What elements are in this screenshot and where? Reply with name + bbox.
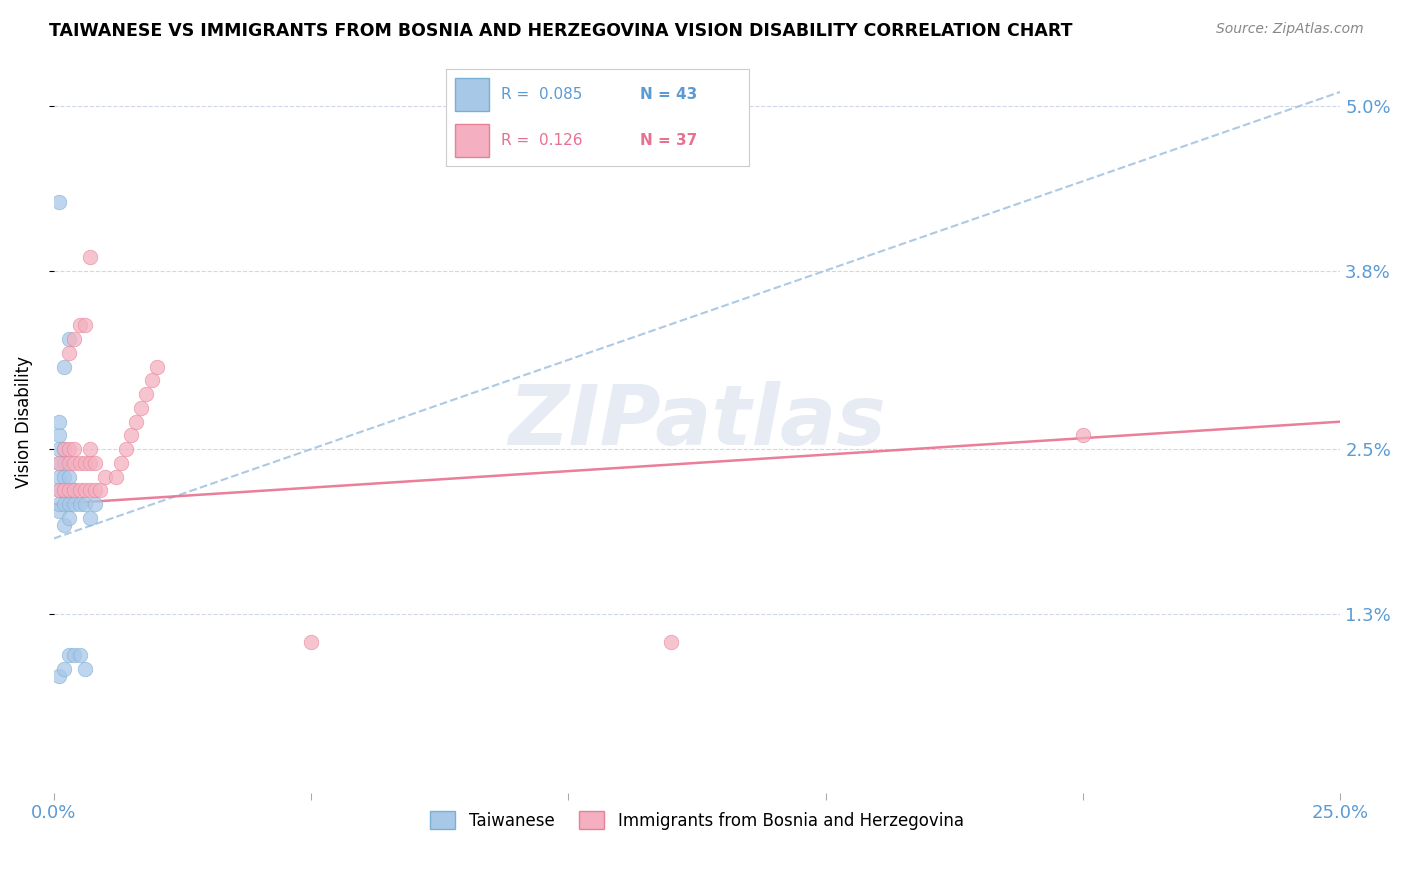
Point	[58, 648, 80, 663]
Point	[73, 483, 96, 498]
Point	[58, 456, 80, 470]
Text: ZIPatlas: ZIPatlas	[508, 381, 886, 462]
Point	[48, 456, 70, 470]
Point	[73, 318, 96, 333]
Point	[48, 483, 70, 498]
Point	[94, 469, 117, 483]
Point	[53, 469, 76, 483]
Point	[53, 456, 76, 470]
Point	[48, 669, 70, 683]
Point	[48, 504, 70, 518]
Point	[120, 428, 142, 442]
Point	[53, 497, 76, 511]
Point	[63, 648, 86, 663]
Legend: Taiwanese, Immigrants from Bosnia and Herzegovina: Taiwanese, Immigrants from Bosnia and He…	[423, 805, 970, 837]
Point	[53, 517, 76, 532]
Point	[135, 387, 157, 401]
Point	[63, 497, 86, 511]
Point	[48, 428, 70, 442]
Point	[58, 483, 80, 498]
Point	[53, 483, 76, 498]
Point	[145, 359, 167, 374]
Point	[131, 401, 153, 415]
Point	[53, 442, 76, 457]
Point	[63, 332, 86, 346]
Text: TAIWANESE VS IMMIGRANTS FROM BOSNIA AND HERZEGOVINA VISION DISABILITY CORRELATIO: TAIWANESE VS IMMIGRANTS FROM BOSNIA AND …	[49, 22, 1073, 40]
Point	[53, 662, 76, 676]
Point	[69, 497, 91, 511]
Point	[84, 497, 107, 511]
Point	[104, 469, 127, 483]
Point	[79, 511, 101, 525]
Point	[63, 442, 86, 457]
Point	[69, 483, 91, 498]
Point	[48, 442, 70, 457]
Point	[69, 648, 91, 663]
Point	[79, 442, 101, 457]
Point	[58, 511, 80, 525]
Point	[58, 442, 80, 457]
Point	[73, 456, 96, 470]
Point	[79, 483, 101, 498]
Point	[48, 456, 70, 470]
Point	[141, 374, 163, 388]
Point	[69, 456, 91, 470]
Point	[48, 483, 70, 498]
Point	[73, 497, 96, 511]
Point	[1071, 428, 1094, 442]
Point	[79, 250, 101, 264]
Point	[58, 346, 80, 360]
Point	[63, 483, 86, 498]
Point	[48, 415, 70, 429]
Point	[125, 415, 148, 429]
Point	[84, 456, 107, 470]
Point	[48, 194, 70, 209]
Point	[53, 442, 76, 457]
Point	[58, 497, 80, 511]
Point	[58, 469, 80, 483]
Point	[48, 497, 70, 511]
Point	[58, 483, 80, 498]
Point	[69, 318, 91, 333]
Point	[84, 483, 107, 498]
Point	[89, 483, 111, 498]
Point	[63, 456, 86, 470]
Point	[58, 332, 80, 346]
Point	[53, 359, 76, 374]
Point	[659, 634, 682, 648]
Point	[48, 469, 70, 483]
Y-axis label: Vision Disability: Vision Disability	[15, 356, 32, 488]
Point	[79, 456, 101, 470]
Point	[299, 634, 322, 648]
Point	[73, 662, 96, 676]
Point	[53, 483, 76, 498]
Point	[115, 442, 138, 457]
Point	[63, 483, 86, 498]
Text: Source: ZipAtlas.com: Source: ZipAtlas.com	[1216, 22, 1364, 37]
Point	[110, 456, 132, 470]
